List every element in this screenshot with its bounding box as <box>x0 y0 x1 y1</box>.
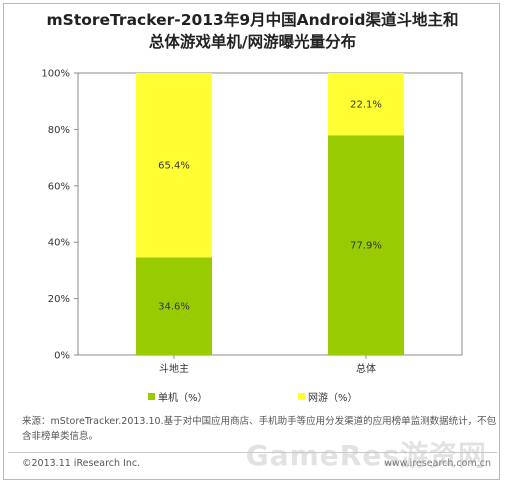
legend-item: 网游（%） <box>298 389 358 404</box>
x-tick-label: 总体 <box>356 362 376 375</box>
copyright: ©2013.11 iResearch Inc. <box>22 458 141 469</box>
y-tick-label: 100% <box>41 69 70 80</box>
y-tick-label: 60% <box>48 181 70 192</box>
legend-label: 网游（%） <box>308 393 358 404</box>
legend-item: 单机（%） <box>148 389 208 404</box>
legend-swatch <box>298 393 305 400</box>
plot-area <box>77 72 463 356</box>
bar-data-label: 77.9% <box>350 241 382 252</box>
x-tick-label: 斗地主 <box>159 362 189 375</box>
y-tick-label: 40% <box>48 238 70 249</box>
bar-data-label: 34.6% <box>158 302 190 313</box>
watermark: GameRes游资网 <box>245 439 487 472</box>
legend-label: 单机（%） <box>158 393 208 404</box>
y-tick-label: 20% <box>48 294 70 305</box>
bar-data-label: 65.4% <box>158 161 190 172</box>
chart-title-line2: 总体游戏单机/网游曝光量分布 <box>148 33 357 51</box>
bar-online-overall <box>328 73 404 136</box>
chart-frame <box>3 3 500 480</box>
footer-divider <box>8 452 497 453</box>
source-note: 来源：mStoreTracker.2013.10.基于对中国应用商店、手机助手等… <box>22 416 497 442</box>
bar-online-doudizhu <box>136 73 212 258</box>
y-tick-label: 80% <box>48 125 70 136</box>
website: www.iresearch.com.cn <box>384 458 491 469</box>
bar-standalone-doudizhu <box>136 257 212 355</box>
bar-data-label: 22.1% <box>350 100 382 111</box>
legend-swatch <box>148 393 155 400</box>
chart-title-line1: mStoreTracker-2013年9月中国Android渠道斗地主和 <box>46 11 459 29</box>
chart-legend: 单机（%） 网游（%） <box>0 389 505 405</box>
y-tick-label: 0% <box>54 351 70 362</box>
bar-standalone-overall <box>328 135 404 355</box>
